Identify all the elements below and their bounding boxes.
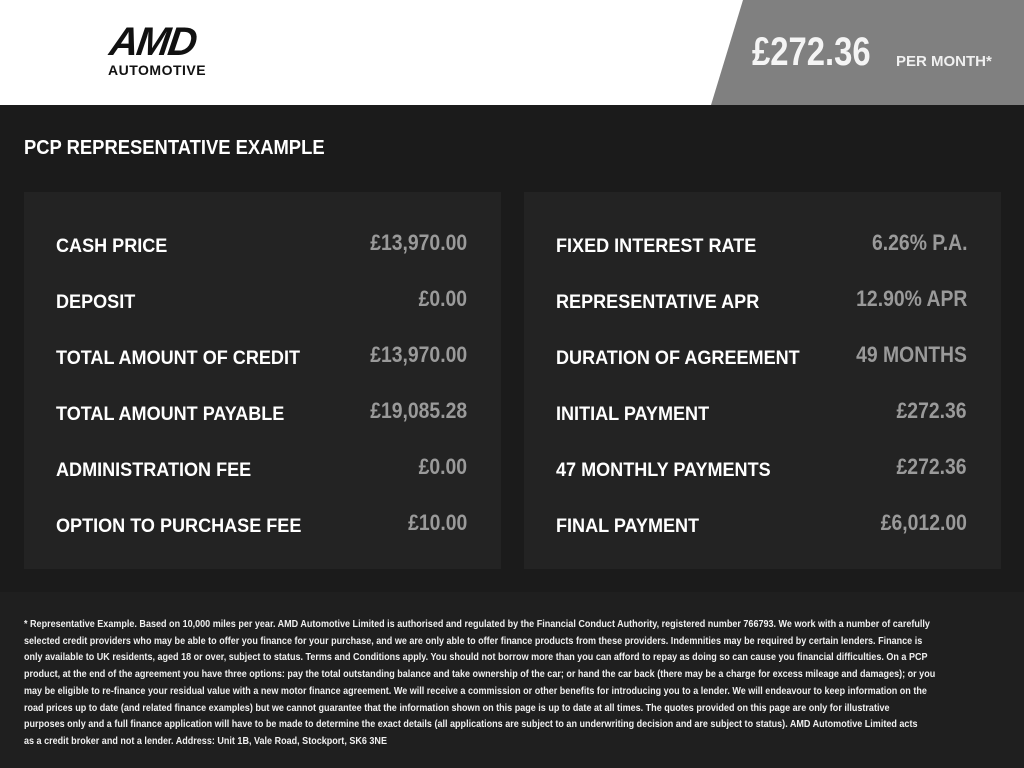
disclaimer-line: * Representative Example. Based on 10,00…	[24, 618, 930, 630]
finance-row: FIXED INTEREST RATE 6.26% P.A.	[556, 230, 967, 260]
finance-panel-left: CASH PRICE £13,970.00 DEPOSIT £0.00 TOTAL …	[24, 192, 501, 569]
amd-automotive-logo[interactable]: AMD AUTOMOTIVE	[107, 20, 228, 80]
disclaimer-line: as a credit broker and not a lender. Add…	[24, 734, 387, 747]
row-value: £10.00	[407, 510, 467, 535]
row-label: REPRESENTATIVE APR	[556, 292, 760, 313]
price-banner	[711, 0, 1024, 105]
row-value: £6,012.00	[880, 510, 967, 535]
row-label: ADMINISTRATION FEE	[56, 460, 252, 481]
row-label: CASH PRICE	[56, 236, 168, 257]
row-value: £0.00	[418, 454, 467, 479]
per-month-label: PER MONTH*	[896, 53, 992, 70]
finance-row: DURATION OF AGREEMENT 49 MONTHS	[556, 342, 967, 372]
row-label: INITIAL PAYMENT	[556, 404, 710, 425]
disclaimer-text: * Representative Example. Based on 10,00…	[24, 616, 935, 750]
row-label: FIXED INTEREST RATE	[556, 236, 757, 257]
finance-row: INITIAL PAYMENT £272.36	[556, 398, 967, 428]
disclaimer-line: may be eligible to re-finance your resid…	[24, 684, 927, 697]
disclaimer-line: selected credit providers who may be abl…	[24, 634, 923, 647]
row-value: £19,085.28	[370, 398, 467, 423]
row-value: £272.36	[897, 454, 967, 479]
row-value: £13,970.00	[370, 230, 467, 255]
finance-row: ADMINISTRATION FEE £0.00	[56, 454, 467, 484]
finance-row: REPRESENTATIVE APR 12.90% APR	[556, 286, 967, 316]
logo-text-top: AMD	[106, 20, 199, 64]
row-label: TOTAL AMOUNT OF CREDIT	[56, 348, 301, 369]
row-label: DEPOSIT	[56, 292, 136, 313]
row-value: 49 MONTHS	[856, 342, 967, 367]
row-label: TOTAL AMOUNT PAYABLE	[56, 404, 285, 425]
logo-text-bottom: AUTOMOTIVE	[108, 62, 207, 78]
disclaimer-line: purposes only and a full finance applica…	[24, 718, 918, 731]
row-value: £13,970.00	[370, 342, 467, 367]
finance-row: DEPOSIT £0.00	[56, 286, 467, 316]
row-value: £0.00	[418, 286, 467, 311]
section-title: PCP REPRESENTATIVE EXAMPLE	[24, 137, 325, 159]
finance-row: OPTION TO PURCHASE FEE £10.00	[56, 510, 467, 540]
disclaimer-line: road prices up to date (and related fina…	[24, 701, 890, 714]
row-value: £272.36	[897, 398, 967, 423]
row-label: OPTION TO PURCHASE FEE	[56, 516, 302, 537]
finance-panel-right: FIXED INTEREST RATE 6.26% P.A. REPRESENTA…	[524, 192, 1001, 569]
row-label: FINAL PAYMENT	[556, 516, 700, 537]
row-value: 12.90% APR	[855, 286, 967, 311]
monthly-price: £272.36	[752, 30, 871, 74]
footer	[0, 592, 1024, 768]
finance-row: TOTAL AMOUNT PAYABLE £19,085.28	[56, 398, 467, 428]
row-label: 47 MONTHLY PAYMENTS	[556, 460, 771, 481]
finance-row: FINAL PAYMENT £6,012.00	[556, 510, 967, 540]
row-value: 6.26% P.A.	[871, 230, 967, 255]
finance-row: CASH PRICE £13,970.00	[56, 230, 467, 260]
header: AMD AUTOMOTIVE £272.36 PER MONTH*	[0, 0, 1024, 105]
finance-row: TOTAL AMOUNT OF CREDIT £13,970.00	[56, 342, 467, 372]
disclaimer-line: only available to UK residents, aged 18 …	[24, 651, 928, 664]
disclaimer-line: product, at the end of the agreement you…	[24, 668, 936, 681]
row-label: DURATION OF AGREEMENT	[556, 348, 800, 369]
finance-row: 47 MONTHLY PAYMENTS £272.36	[556, 454, 967, 484]
